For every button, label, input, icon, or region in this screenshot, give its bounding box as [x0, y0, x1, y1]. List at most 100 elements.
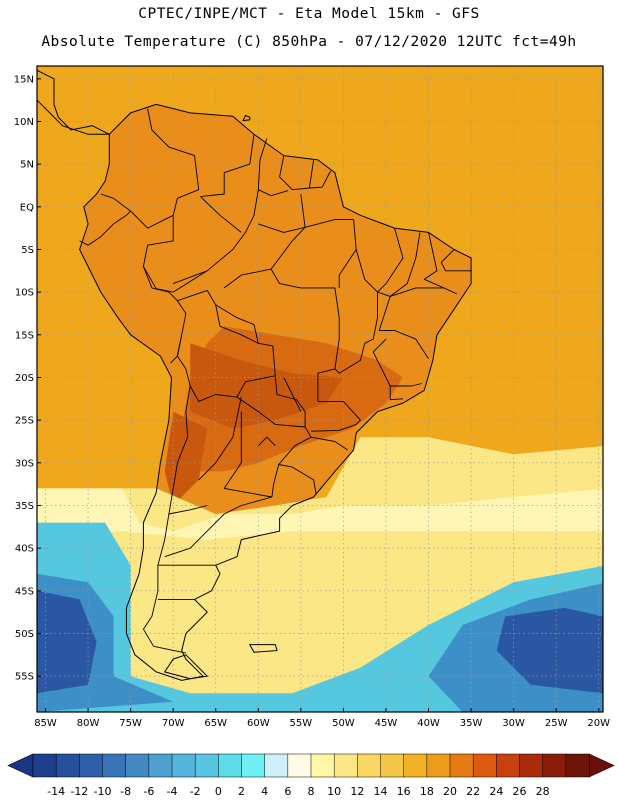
andes-hot-zone — [164, 411, 208, 506]
colorbar-swatch — [102, 753, 127, 778]
lon-tick-label: 40W — [417, 718, 440, 729]
political-border — [311, 436, 348, 451]
caribbean-coast — [37, 69, 110, 135]
longitude-tick-labels: 85W 80W 75W 70W 65W 60W 55W 50W 45W 40W 35W 30W 25W 2… — [34, 708, 610, 729]
hottest-zone — [190, 343, 344, 429]
colorbar-swatch — [125, 753, 150, 778]
political-border — [271, 464, 280, 498]
lat-tick-label: 10N — [14, 117, 34, 128]
political-border — [223, 411, 272, 498]
lat-tick-label: 50S — [15, 629, 34, 640]
political-border — [177, 289, 276, 376]
lon-tick-label: 30W — [502, 718, 525, 729]
colorbar-label: 2 — [238, 785, 245, 798]
lon-tick-label: 80W — [77, 718, 100, 729]
political-border — [200, 134, 255, 198]
colorbar-swatch — [333, 753, 358, 778]
lon-tick-label: 20W — [587, 718, 610, 729]
lat-tick-label: 55S — [15, 672, 34, 683]
colorbar-low-arrow — [7, 753, 34, 778]
colorbar-swatch — [55, 753, 80, 778]
colorbar-swatch — [241, 753, 266, 778]
colorbar-high-arrow — [588, 753, 615, 778]
political-border — [173, 189, 259, 285]
lon-tick-label: 45W — [375, 718, 398, 729]
chart-title-line2: Absolute Temperature (C) 850hPa - 07/12/… — [41, 34, 577, 50]
colorbar-swatch — [519, 753, 544, 778]
colorbar-swatch — [426, 753, 451, 778]
colorbar-label: 20 — [443, 785, 457, 798]
colorbar-label: -12 — [70, 785, 88, 798]
political-border — [309, 170, 331, 189]
political-border — [200, 196, 242, 233]
political-border — [223, 268, 340, 402]
colorbar-swatch — [496, 753, 521, 778]
lat-tick-label: EQ — [20, 202, 34, 213]
colorbar-label: 26 — [513, 785, 527, 798]
temperature-field — [37, 66, 603, 712]
coldest-sea-east — [496, 607, 603, 694]
lat-tick-label: 15S — [15, 330, 34, 341]
political-border — [176, 334, 276, 402]
lat-tick-label: 20S — [15, 373, 34, 384]
political-border — [198, 397, 242, 481]
political-border — [215, 304, 259, 344]
political-border — [143, 266, 208, 293]
colorbar-swatch — [565, 753, 590, 778]
political-border — [378, 287, 444, 359]
pale-band — [37, 488, 603, 540]
colorbar-label: 8 — [308, 785, 315, 798]
lon-tick-label: 75W — [119, 718, 142, 729]
colorbar-swatch — [218, 753, 243, 778]
political-border — [355, 249, 378, 344]
colorbar-swatch — [403, 753, 428, 778]
colorbar-label: 10 — [327, 785, 341, 798]
political-border — [377, 227, 404, 293]
colorbar-label: 22 — [466, 785, 480, 798]
lat-tick-label: 40S — [15, 544, 34, 555]
chart-title-line1: CPTEC/INPE/MCT - Eta Model 15km - GFS — [138, 6, 480, 22]
falklands — [248, 644, 278, 653]
colorbar-label: 24 — [489, 785, 503, 798]
political-border — [338, 219, 357, 288]
lon-tick-label: 85W — [34, 718, 57, 729]
central-america-coast — [37, 99, 110, 135]
colorbar-swatch — [380, 753, 405, 778]
colorbar-label: -4 — [167, 785, 178, 798]
political-border — [311, 423, 357, 432]
colorbar-label: -6 — [143, 785, 154, 798]
colorbar-swatch — [542, 753, 567, 778]
colorbar-swatch — [287, 753, 312, 778]
political-border — [279, 155, 315, 191]
south-america-coastline — [79, 103, 472, 681]
colorbar-swatch — [79, 753, 104, 778]
political-border — [168, 505, 208, 515]
colorbar-legend: -14 -12 -10 -8 -6 -4 -2 0 2 4 6 8 10 12 14 16 18 20 22 24 26… — [7, 753, 615, 798]
lon-tick-label: 50W — [332, 718, 355, 729]
colorbar-swatch — [148, 753, 173, 778]
lon-tick-label: 65W — [204, 718, 227, 729]
colorbar-label: -10 — [94, 785, 112, 798]
colorbar-swatch — [357, 753, 382, 778]
colorbar-swatch — [264, 753, 289, 778]
colorbar-label: 6 — [284, 785, 291, 798]
colorbar-label: -2 — [190, 785, 201, 798]
map-frame — [36, 65, 604, 713]
colorbar-label: -8 — [120, 785, 131, 798]
lat-tick-label: 5S — [21, 245, 34, 256]
lat-tick-label: 35S — [15, 501, 34, 512]
political-border — [389, 386, 404, 401]
political-border — [142, 385, 191, 654]
lat-tick-label: 10S — [15, 288, 34, 299]
colorbar-swatch — [310, 753, 335, 778]
tierra-del-fuego — [163, 654, 209, 680]
lat-tick-label: 15N — [14, 74, 34, 85]
lon-tick-label: 25W — [545, 718, 568, 729]
lon-tick-label: 35W — [460, 718, 483, 729]
political-border — [100, 108, 200, 229]
political-border — [79, 210, 131, 246]
trinidad — [242, 114, 251, 122]
coastline-and-borders — [37, 69, 472, 681]
political-border — [440, 249, 472, 272]
lat-tick-label: 25S — [15, 416, 34, 427]
